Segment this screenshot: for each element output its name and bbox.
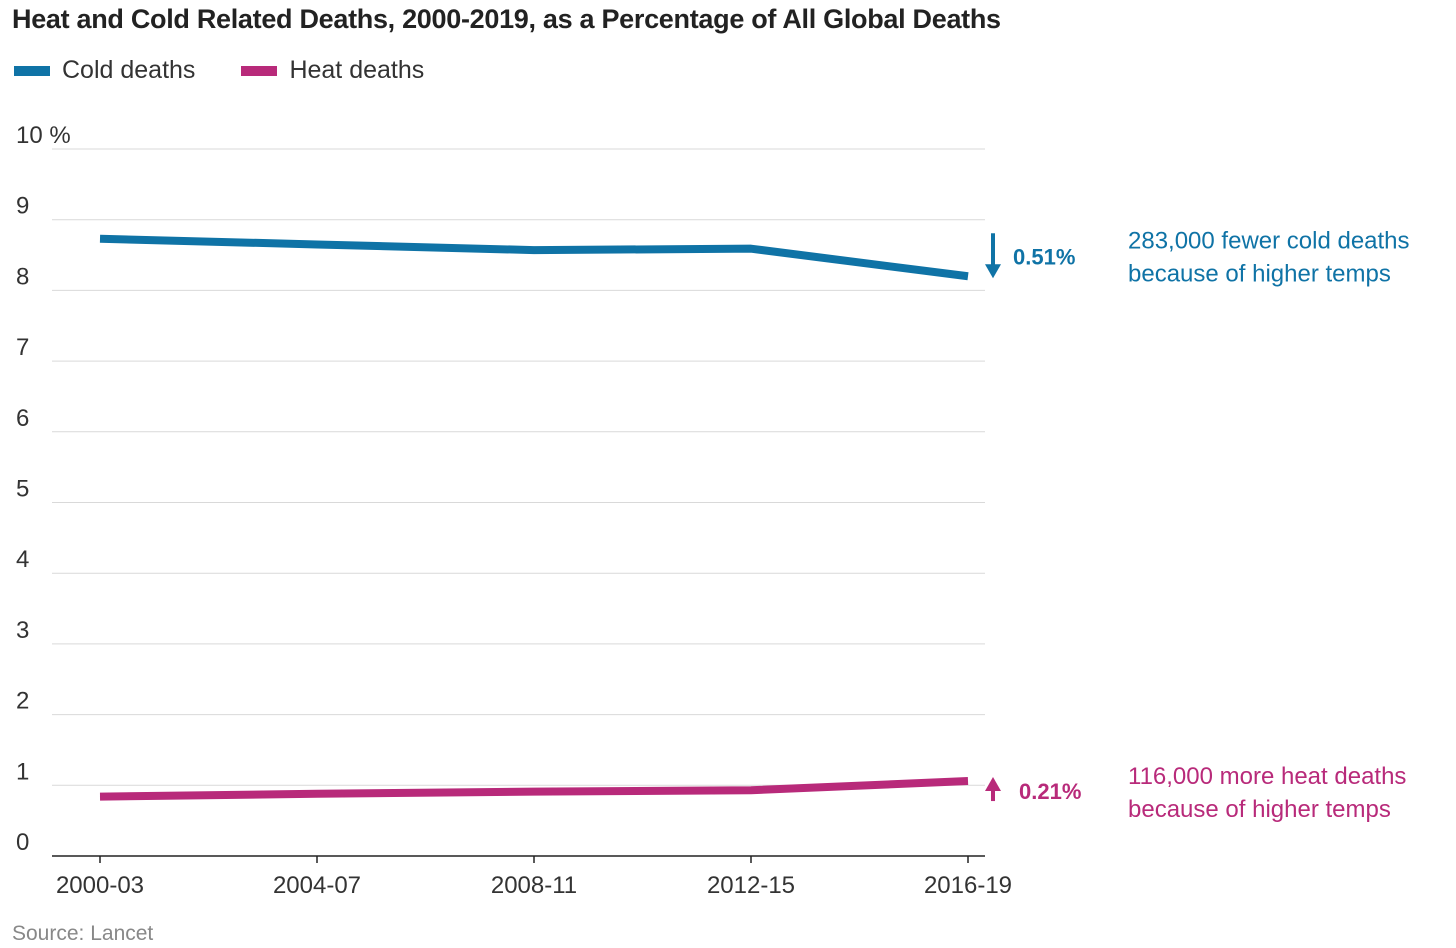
legend-swatch-cold xyxy=(14,65,50,76)
annotation-cold-deaths-line-1: 283,000 fewer cold deaths xyxy=(1128,227,1410,254)
y-tick-label-3: 3 xyxy=(16,617,29,644)
y-tick-label-8: 8 xyxy=(16,263,29,290)
y-tick-label-5: 5 xyxy=(16,476,29,503)
x-tick-label-2008-11: 2008-11 xyxy=(491,872,577,899)
change-label-heat-deaths: 0.21% xyxy=(1019,779,1081,804)
y-tick-label-0: 0 xyxy=(16,829,29,856)
series-line-heat-deaths xyxy=(99,777,969,801)
y-tick-label-4: 4 xyxy=(16,546,29,573)
y-tick-label-7: 7 xyxy=(16,334,29,361)
y-tick-label-2: 2 xyxy=(16,688,29,715)
legend-item-heat: Heat deaths xyxy=(241,56,424,85)
y-tick-label-9: 9 xyxy=(16,193,29,220)
y-tick-label-6: 6 xyxy=(16,405,29,432)
arrow-up-icon xyxy=(985,777,1001,792)
series-line-cold-deaths xyxy=(99,234,969,281)
legend-swatch-heat xyxy=(241,65,278,76)
arrow-down-icon xyxy=(985,264,1001,279)
annotation-heat-deaths-line-2: because of higher temps xyxy=(1128,796,1391,823)
x-tick-label-2012-15: 2012-15 xyxy=(707,872,795,899)
legend-label-cold: Cold deaths xyxy=(62,56,196,84)
y-tick-label-1: 1 xyxy=(16,758,29,785)
chart-title: Heat and Cold Related Deaths, 2000-2019,… xyxy=(12,4,1001,34)
change-label-cold-deaths: 0.51% xyxy=(1013,244,1075,269)
x-tick-label-2016-19: 2016-19 xyxy=(924,872,1012,899)
y-tick-label-10: 10 % xyxy=(16,122,71,149)
x-tick-label-2004-07: 2004-07 xyxy=(273,872,361,899)
chart-legend: Cold deaths Heat deaths xyxy=(14,56,470,85)
annotation-cold-deaths-line-2: because of higher temps xyxy=(1128,260,1391,287)
source-note: Source: Lancet xyxy=(12,922,154,945)
annotation-heat-deaths-line-1: 116,000 more heat deaths xyxy=(1128,763,1406,790)
legend-item-cold: Cold deaths xyxy=(14,56,195,85)
x-tick-label-2000-03: 2000-03 xyxy=(56,872,144,899)
legend-label-heat: Heat deaths xyxy=(289,56,425,84)
